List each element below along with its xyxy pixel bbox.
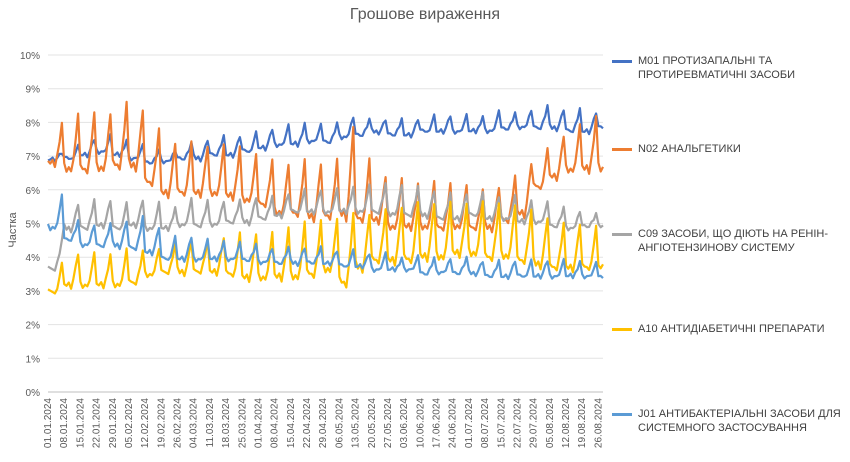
y-tick-label: 1% — [26, 354, 41, 365]
x-tick-label: 22.07.2024 — [512, 398, 523, 448]
x-tick-label: 15.01.2024 — [75, 398, 86, 448]
x-tick-label: 27.05.2024 — [383, 398, 394, 448]
x-tick-label: 08.01.2024 — [59, 398, 70, 448]
x-tick-label: 29.04.2024 — [318, 398, 329, 448]
legend-item: M01 ПРОТИЗАПАЛЬНІ ТА ПРОТИРЕВМАТИЧНІ ЗАС… — [612, 54, 843, 82]
x-tick-label: 01.01.2024 — [43, 398, 54, 448]
x-tick-label: 22.01.2024 — [92, 398, 103, 448]
legend-swatch — [612, 233, 632, 236]
x-tick-label: 01.07.2024 — [464, 398, 475, 448]
y-tick-label: 6% — [26, 186, 41, 197]
x-tick-label: 03.06.2024 — [399, 398, 410, 448]
y-tick-label: 9% — [26, 85, 41, 96]
x-tick-label: 13.05.2024 — [351, 398, 362, 448]
legend-label: J01 АНТИБАКТЕРІАЛЬНІ ЗАСОБИ ДЛЯ СИСТЕМНО… — [638, 408, 841, 434]
x-tick-label: 11.03.2024 — [205, 398, 216, 448]
y-tick-label: 7% — [26, 152, 41, 163]
series-line-a10 — [47, 200, 604, 295]
y-tick-label: 10% — [20, 51, 40, 62]
x-tick-label: 01.04.2024 — [253, 398, 264, 448]
series-line-c09 — [47, 182, 604, 272]
series-line-m01 — [47, 104, 604, 165]
series-line-j01 — [46, 193, 604, 281]
x-tick-label: 29.07.2024 — [529, 398, 540, 448]
y-tick-label: 4% — [26, 253, 41, 264]
x-tick-label: 26.02.2024 — [173, 398, 184, 448]
x-tick-label: 08.04.2024 — [270, 398, 281, 448]
legend-swatch — [612, 328, 632, 331]
chart-title: Грошове вираження — [349, 6, 501, 23]
x-tick-label: 04.03.2024 — [189, 398, 200, 448]
x-tick-label: 19.08.2024 — [577, 398, 588, 448]
legend-swatch — [612, 413, 632, 416]
y-tick-label: 5% — [26, 220, 41, 231]
legend-label: A10 АНТИДІАБЕТИЧНІ ПРЕПАРАТИ — [638, 323, 825, 335]
legend-label: M01 ПРОТИЗАПАЛЬНІ ТА ПРОТИРЕВМАТИЧНІ ЗАС… — [638, 55, 795, 81]
x-tick-label: 22.04.2024 — [302, 398, 313, 448]
x-tick-label: 25.03.2024 — [237, 398, 248, 448]
legend-label: N02 АНАЛЬГЕТИКИ — [638, 143, 741, 155]
x-tick-label: 26.08.2024 — [593, 398, 604, 448]
y-tick-label: 0% — [26, 388, 41, 399]
series-line-n02 — [47, 100, 604, 234]
legend-item: A10 АНТИДІАБЕТИЧНІ ПРЕПАРАТИ — [612, 322, 843, 336]
x-tick-label: 20.05.2024 — [367, 398, 378, 448]
x-tick-label: 05.08.2024 — [545, 398, 556, 448]
x-tick-label: 06.05.2024 — [334, 398, 345, 448]
x-tick-label: 15.04.2024 — [286, 398, 297, 448]
x-tick-label: 12.02.2024 — [140, 398, 151, 448]
x-tick-label: 08.07.2024 — [480, 398, 491, 448]
legend-swatch — [612, 148, 632, 151]
legend-swatch — [612, 60, 632, 63]
legend-item: C09 ЗАСОБИ, ЩО ДІЮТЬ НА РЕНІН-АНГІОТЕНЗИ… — [612, 227, 843, 255]
y-tick-label: 3% — [26, 287, 41, 298]
x-tick-label: 18.03.2024 — [221, 398, 232, 448]
x-tick-label: 15.07.2024 — [496, 398, 507, 448]
legend-item: N02 АНАЛЬГЕТИКИ — [612, 142, 843, 156]
x-tick-label: 29.01.2024 — [108, 398, 119, 448]
x-tick-label: 19.02.2024 — [156, 398, 167, 448]
x-tick-label: 12.08.2024 — [561, 398, 572, 448]
legend-item: J01 АНТИБАКТЕРІАЛЬНІ ЗАСОБИ ДЛЯ СИСТЕМНО… — [612, 407, 843, 435]
x-tick-label: 17.06.2024 — [432, 398, 443, 448]
y-tick-label: 2% — [26, 321, 41, 332]
chart-legend: M01 ПРОТИЗАПАЛЬНІ ТА ПРОТИРЕВМАТИЧНІ ЗАС… — [612, 0, 850, 462]
x-tick-label: 10.06.2024 — [415, 398, 426, 448]
y-tick-label: 8% — [26, 118, 41, 129]
x-tick-label: 24.06.2024 — [448, 398, 459, 448]
x-tick-label: 05.02.2024 — [124, 398, 135, 448]
legend-label: C09 ЗАСОБИ, ЩО ДІЮТЬ НА РЕНІН-АНГІОТЕНЗИ… — [638, 228, 829, 254]
